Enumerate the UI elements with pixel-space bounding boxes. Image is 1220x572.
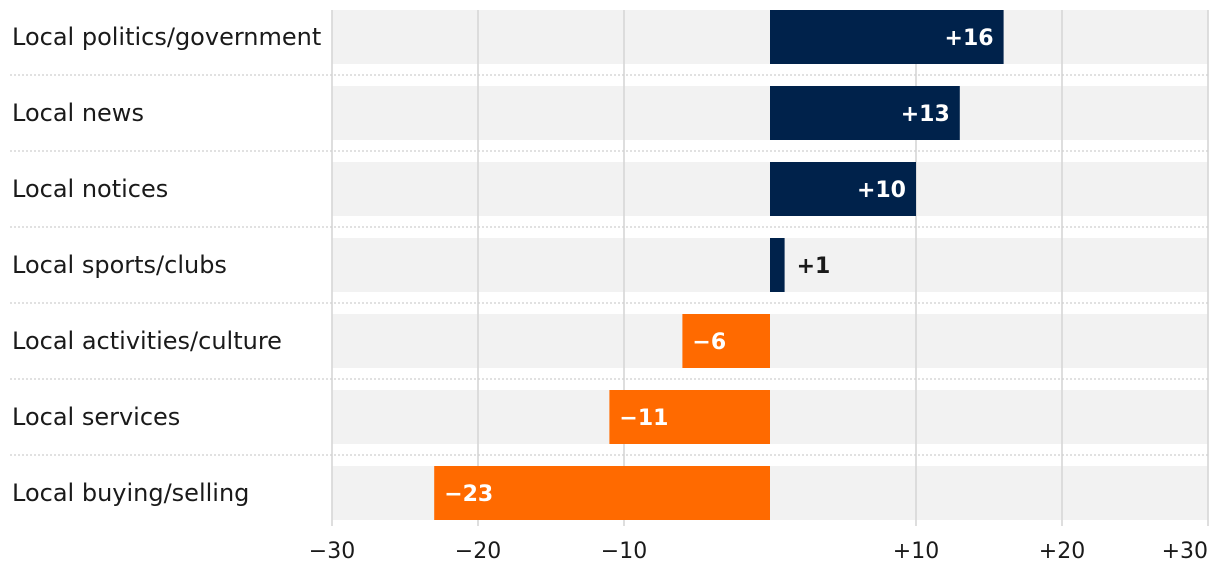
x-tick-label: +10: [893, 539, 939, 564]
value-label: +1: [797, 254, 831, 279]
value-label: −6: [692, 330, 726, 355]
category-label: Local news: [12, 99, 144, 127]
bar: [770, 162, 916, 216]
bars: [434, 10, 1004, 520]
value-label: −11: [619, 406, 668, 431]
category-label: Local politics/government: [12, 23, 321, 51]
bar: [609, 390, 770, 444]
x-tick-label: −30: [309, 539, 355, 564]
x-tick-label: −20: [455, 539, 501, 564]
x-tick-label: +30: [1162, 539, 1208, 564]
bar: [770, 86, 960, 140]
category-label: Local activities/culture: [12, 327, 282, 355]
category-label: Local buying/selling: [12, 479, 249, 507]
value-label: −23: [444, 482, 493, 507]
value-label: +16: [945, 26, 994, 51]
x-axis-tick-labels: −30 −20 −10 +10 +20 +30: [309, 539, 1208, 564]
value-label: +10: [857, 178, 906, 203]
bar: [434, 466, 770, 520]
x-tick-label: −10: [601, 539, 647, 564]
category-label: Local notices: [12, 175, 168, 203]
category-labels: Local politics/government Local news Local…: [12, 23, 321, 507]
category-label: Local services: [12, 403, 180, 431]
bar: [682, 314, 770, 368]
x-tick-label: +20: [1039, 539, 1085, 564]
value-label: +13: [901, 102, 950, 127]
bar: [770, 10, 1004, 64]
value-labels: +16 +13 +10 +1 −6 −11 −23: [444, 26, 993, 507]
bar: [770, 238, 785, 292]
category-label: Local sports/clubs: [12, 251, 227, 279]
